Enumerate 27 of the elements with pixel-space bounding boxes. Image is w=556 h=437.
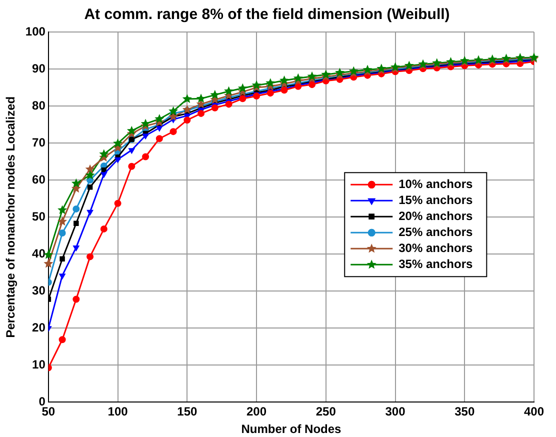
x-axis-title: Number of Nodes xyxy=(241,422,342,436)
x-tick-label: 250 xyxy=(316,404,336,419)
y-tick-label: 60 xyxy=(32,172,46,186)
x-tick-label: 200 xyxy=(246,404,267,419)
legend-label: 15% anchors xyxy=(398,192,473,207)
legend-label: 10% anchors xyxy=(398,176,473,191)
y-tick-label: 50 xyxy=(32,209,46,224)
x-tick-label: 50 xyxy=(42,404,56,419)
y-tick-label: 100 xyxy=(25,24,46,38)
chart-title: At comm. range 8% of the field dimension (Weibull) xyxy=(84,6,450,24)
y-tick-label: 30 xyxy=(32,283,46,298)
y-tick-label: 40 xyxy=(32,246,46,260)
legend-label: 35% anchors xyxy=(398,256,473,271)
y-tick-label: 80 xyxy=(32,98,46,112)
x-tick-label: 300 xyxy=(385,404,406,419)
legend-label: 20% anchors xyxy=(398,208,473,223)
x-tick-label: 150 xyxy=(177,404,198,419)
x-tick-label: 400 xyxy=(524,404,544,419)
y-tick-label: 90 xyxy=(32,61,46,76)
y-axis-title: Percentage of nonanchor nodes Localized xyxy=(4,96,18,338)
y-tick-label: 20 xyxy=(32,320,46,334)
y-tick-label: 10 xyxy=(32,357,46,372)
legend-label: 30% anchors xyxy=(398,240,473,255)
legend-label: 25% anchors xyxy=(398,224,473,239)
x-tick-label: 100 xyxy=(108,404,128,419)
y-tick-label: 70 xyxy=(32,135,46,150)
x-tick-label: 350 xyxy=(454,404,475,419)
